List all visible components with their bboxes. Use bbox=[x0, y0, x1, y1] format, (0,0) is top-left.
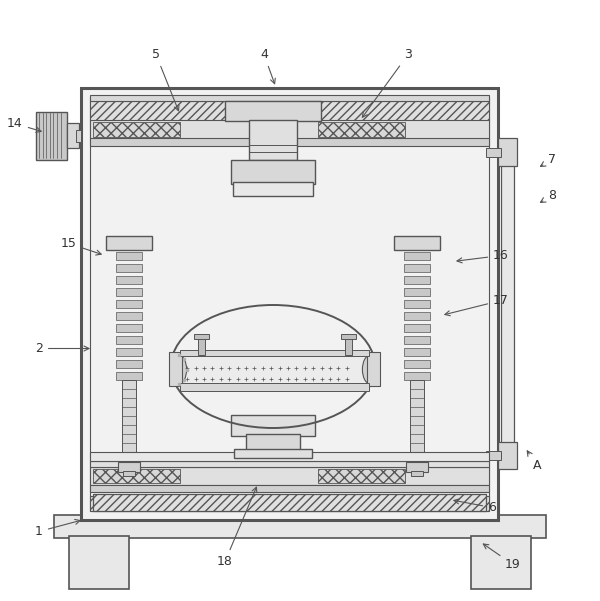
Bar bbox=[231, 415, 315, 436]
Bar bbox=[90, 484, 489, 492]
Text: 7: 7 bbox=[541, 153, 556, 166]
Bar bbox=[93, 493, 486, 510]
Ellipse shape bbox=[362, 355, 378, 384]
Bar bbox=[249, 120, 297, 159]
Bar bbox=[486, 451, 501, 460]
Bar bbox=[404, 288, 430, 296]
Bar bbox=[486, 147, 501, 156]
Text: 15: 15 bbox=[61, 237, 101, 255]
Bar bbox=[404, 324, 430, 332]
Bar bbox=[498, 138, 517, 165]
Bar bbox=[404, 336, 430, 344]
Text: 6: 6 bbox=[454, 499, 496, 514]
Bar bbox=[234, 450, 312, 458]
Bar bbox=[180, 383, 369, 391]
Bar bbox=[106, 236, 152, 249]
Bar bbox=[90, 120, 489, 138]
Bar bbox=[90, 95, 489, 101]
Bar bbox=[90, 452, 489, 461]
Bar bbox=[122, 380, 136, 463]
Bar bbox=[116, 360, 142, 368]
Ellipse shape bbox=[171, 355, 187, 384]
Bar bbox=[404, 252, 430, 260]
Bar bbox=[116, 348, 142, 356]
Bar bbox=[404, 312, 430, 320]
Bar bbox=[404, 276, 430, 284]
Bar bbox=[404, 348, 430, 356]
Bar bbox=[318, 469, 405, 483]
Bar bbox=[90, 467, 489, 484]
Bar bbox=[404, 372, 430, 380]
Bar bbox=[116, 300, 142, 308]
Bar bbox=[367, 352, 380, 386]
Bar bbox=[116, 276, 142, 284]
Bar bbox=[69, 535, 129, 588]
Bar bbox=[231, 159, 315, 183]
Bar bbox=[233, 182, 313, 195]
Bar bbox=[180, 350, 369, 356]
Bar bbox=[394, 236, 440, 249]
Bar bbox=[90, 495, 489, 510]
Bar bbox=[116, 324, 142, 332]
Bar bbox=[471, 535, 531, 588]
Bar bbox=[36, 112, 67, 159]
Bar bbox=[116, 336, 142, 344]
Text: 2: 2 bbox=[35, 342, 89, 355]
Text: A: A bbox=[527, 451, 541, 472]
Bar bbox=[498, 442, 517, 469]
Bar bbox=[90, 97, 489, 510]
Bar bbox=[404, 360, 430, 368]
Bar bbox=[93, 122, 180, 136]
Bar bbox=[404, 264, 430, 272]
Text: 3: 3 bbox=[362, 48, 412, 117]
Bar bbox=[225, 101, 321, 120]
Bar bbox=[198, 337, 205, 355]
Text: 14: 14 bbox=[7, 117, 41, 132]
Bar bbox=[169, 352, 182, 386]
Bar bbox=[90, 461, 489, 467]
Bar bbox=[180, 353, 369, 385]
Bar bbox=[341, 334, 356, 339]
Bar bbox=[90, 138, 489, 145]
Bar bbox=[411, 471, 423, 476]
Text: 17: 17 bbox=[445, 294, 509, 316]
Bar bbox=[116, 372, 142, 380]
Bar bbox=[345, 337, 352, 355]
Bar bbox=[318, 122, 405, 136]
Bar bbox=[54, 514, 546, 537]
Text: 19: 19 bbox=[484, 544, 521, 571]
Bar bbox=[116, 264, 142, 272]
Bar bbox=[406, 462, 428, 472]
Bar bbox=[404, 300, 430, 308]
Bar bbox=[81, 88, 498, 519]
Text: 18: 18 bbox=[217, 487, 257, 568]
Text: 4: 4 bbox=[260, 48, 275, 84]
Bar bbox=[76, 129, 81, 141]
Bar bbox=[246, 434, 300, 451]
Bar bbox=[194, 334, 209, 339]
Text: 1: 1 bbox=[35, 519, 80, 538]
Bar bbox=[116, 252, 142, 260]
Bar bbox=[123, 471, 135, 476]
Bar bbox=[116, 312, 142, 320]
Text: 8: 8 bbox=[541, 189, 556, 203]
Bar bbox=[67, 123, 79, 147]
Bar bbox=[410, 380, 424, 463]
Bar bbox=[501, 159, 514, 448]
Text: 5: 5 bbox=[152, 48, 179, 111]
Bar bbox=[116, 288, 142, 296]
Bar bbox=[93, 469, 180, 483]
Text: 16: 16 bbox=[457, 249, 509, 263]
Bar bbox=[90, 101, 489, 120]
Bar bbox=[118, 462, 140, 472]
